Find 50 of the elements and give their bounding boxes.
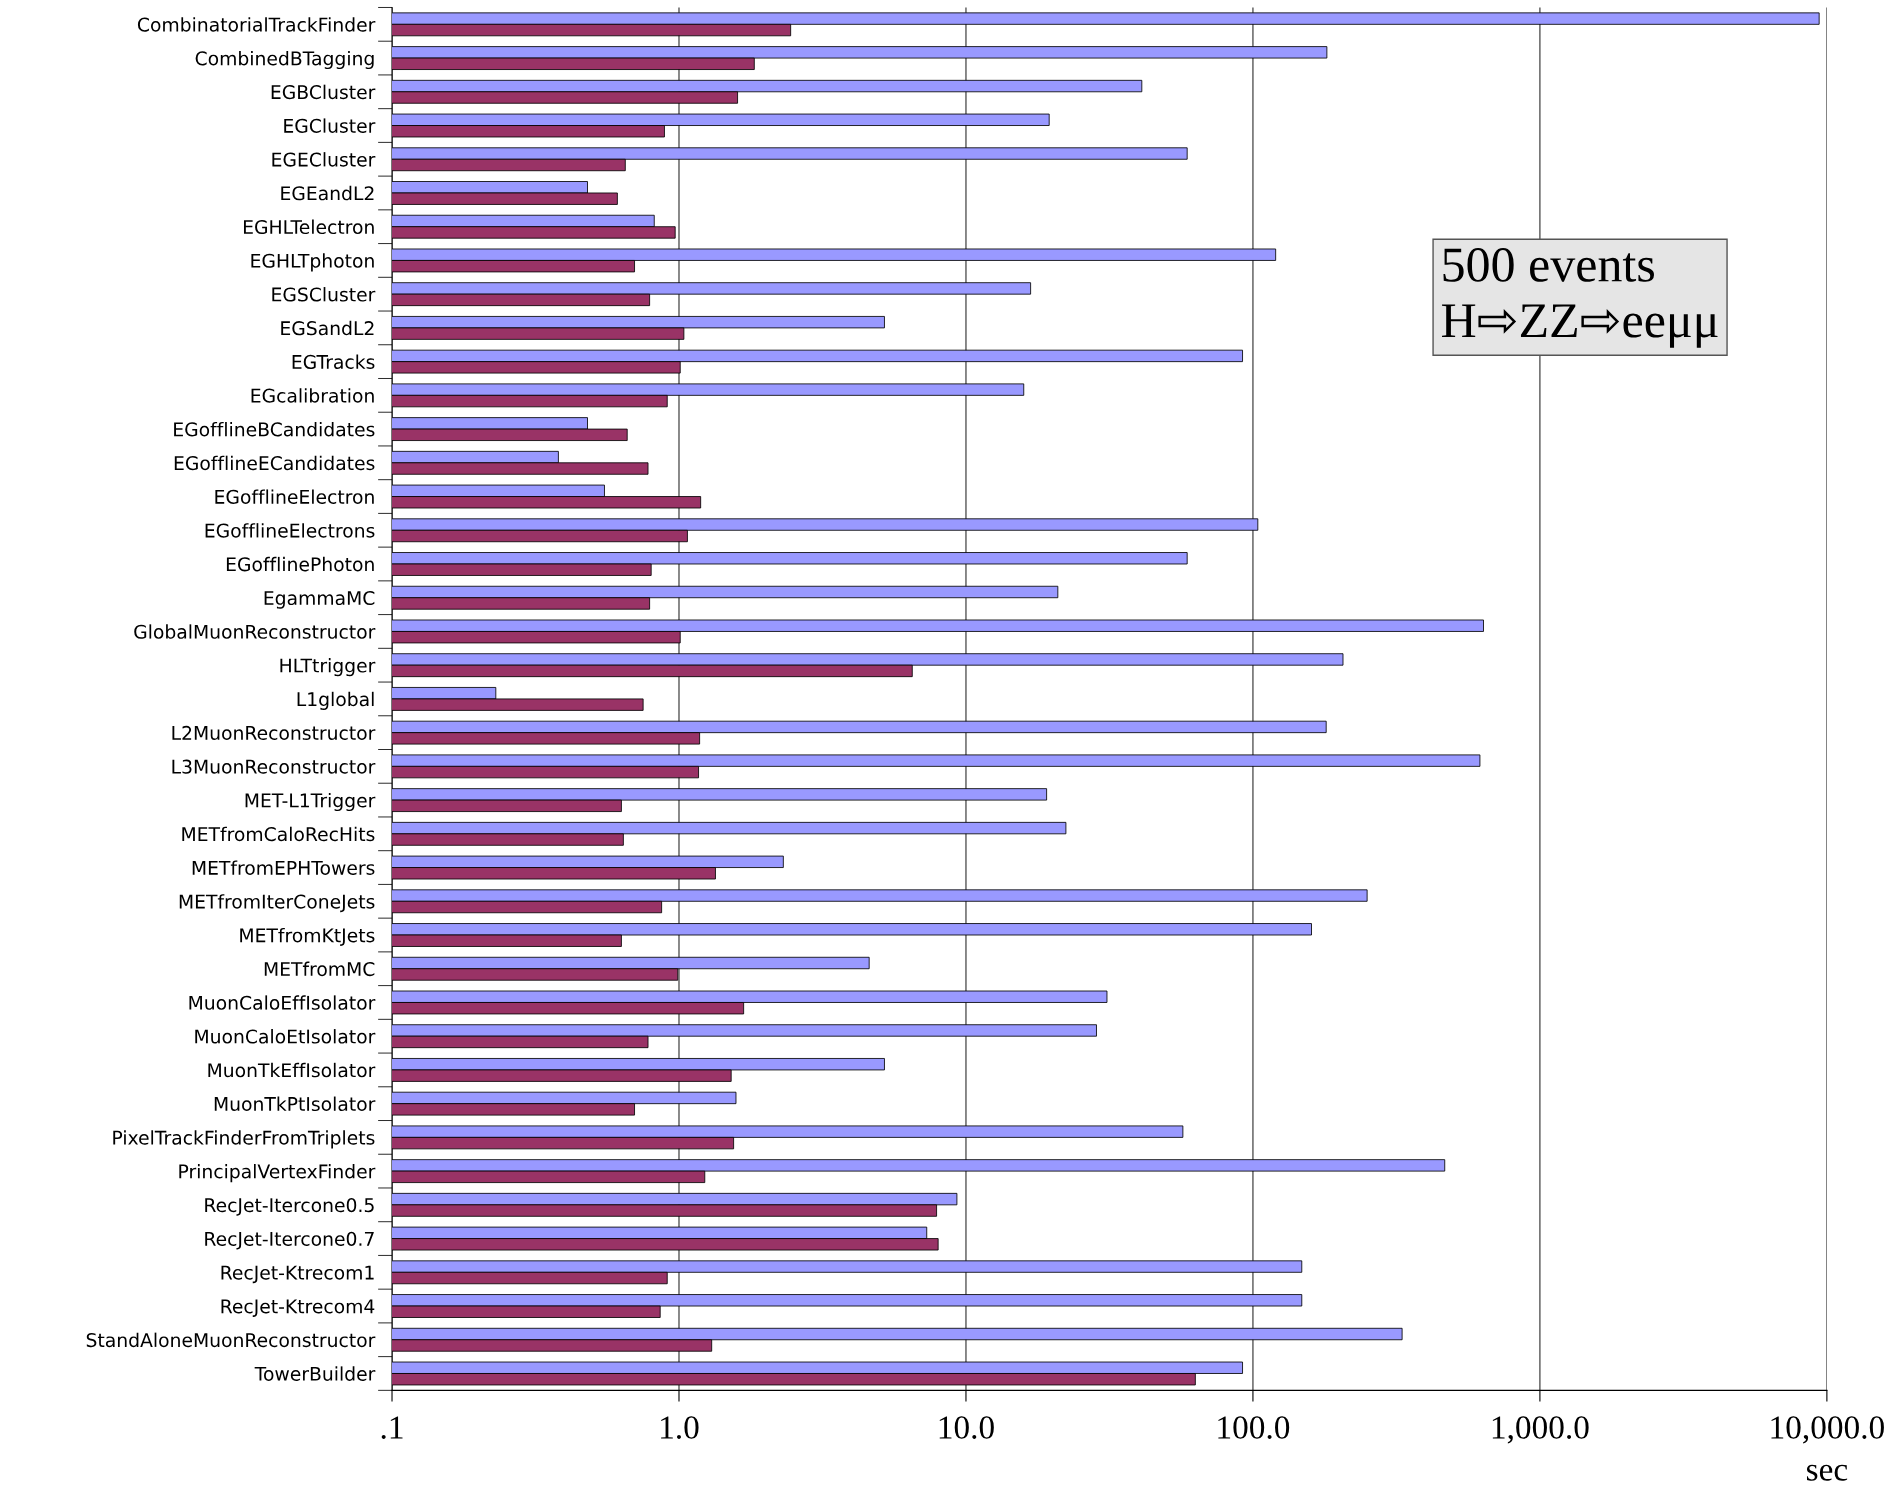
y-tick-label: RecJet-Itercone0.7 <box>205 1231 374 1250</box>
y-tick-label: PixelTrackFinderFromTriplets <box>113 1130 375 1149</box>
x-axis-title: sec <box>1806 1464 1848 1481</box>
y-tick-label: HLTtrigger <box>280 658 376 677</box>
y-tick-label: EGHLTphoton <box>251 253 374 272</box>
y-tick-label: EGofflineECandidates <box>174 455 375 471</box>
y-tick-label: MET-L1Trigger <box>245 792 376 812</box>
annotation: 500 events <box>1443 248 1654 282</box>
y-tick-label: EGcalibration <box>251 388 374 403</box>
y-tick-label: EGBCluster <box>271 84 376 100</box>
x-tick-label: 1.0 <box>661 1416 699 1439</box>
x-tick-label: 100.0 <box>1218 1416 1290 1439</box>
y-tick-label: EGofflineBCandidates <box>174 421 375 437</box>
y-tick-label: EGSandL2 <box>281 320 374 336</box>
x-tick-label: 10.0 <box>939 1416 994 1439</box>
x-tick-label: 10,000.0 <box>1771 1416 1884 1444</box>
y-tick-label: METfromCaloRecHits <box>182 826 375 842</box>
y-tick-label: EGofflinePhoton <box>226 556 374 572</box>
y-tick-label: METfromKtJets <box>240 927 375 946</box>
y-tick-label: EGSCluster <box>272 287 376 302</box>
y-tick-label: MuonCaloEtIsolator <box>195 1029 376 1044</box>
y-tick-label: EgammaMC <box>264 590 375 609</box>
y-tick-label: EGEandL2 <box>281 185 374 201</box>
y-tick-label: CombinedBTagging <box>195 50 374 70</box>
y-tick-label: L2MuonReconstructor <box>172 725 376 741</box>
y-tick-label: EGofflineElectron <box>215 489 374 504</box>
y-tick-label: TowerBuilder <box>254 1366 376 1381</box>
y-tick-label: PrincipalVertexFinder <box>179 1163 376 1183</box>
y-tick-label: MuonTkEffIsolator <box>208 1062 376 1078</box>
y-tick-label: RecJet-Ktrecom4 <box>221 1299 375 1317</box>
y-tick-label: RecJet-Itercone0.5 <box>205 1198 374 1216</box>
y-tick-label: METfromEPHTowers <box>192 860 375 875</box>
y-tick-label: EGHLTelectron <box>244 219 374 235</box>
y-tick-label: EGTracks <box>292 354 375 370</box>
x-tick-label: 1,000.0 <box>1492 1416 1589 1444</box>
y-tick-label: GlobalMuonReconstructor <box>134 624 376 639</box>
y-tick-label: L1global <box>297 691 374 710</box>
y-tick-label: CombinatorialTrackFinder <box>137 17 376 32</box>
y-tick-label: METfromIterConeJets <box>179 894 375 913</box>
y-tick-label: MuonTkPtIsolator <box>214 1096 376 1112</box>
y-tick-label: EGofflineElectrons <box>205 523 375 538</box>
y-tick-label: METfromMC <box>264 961 375 977</box>
y-tick-label: L3MuonReconstructor <box>172 759 376 774</box>
y-tick-label: RecJet-Ktrecom1 <box>221 1265 374 1284</box>
y-tick-label: EGCluster <box>284 118 376 133</box>
y-tick-label: EGECluster <box>272 152 376 167</box>
x-tick-label: .1 <box>381 1416 403 1439</box>
y-tick-label: StandAloneMuonReconstructor <box>86 1332 376 1348</box>
y-tick-label: MuonCaloEffIsolator <box>189 995 376 1010</box>
annotation: H⇨ZZ⇨eeμμ <box>1442 304 1718 348</box>
